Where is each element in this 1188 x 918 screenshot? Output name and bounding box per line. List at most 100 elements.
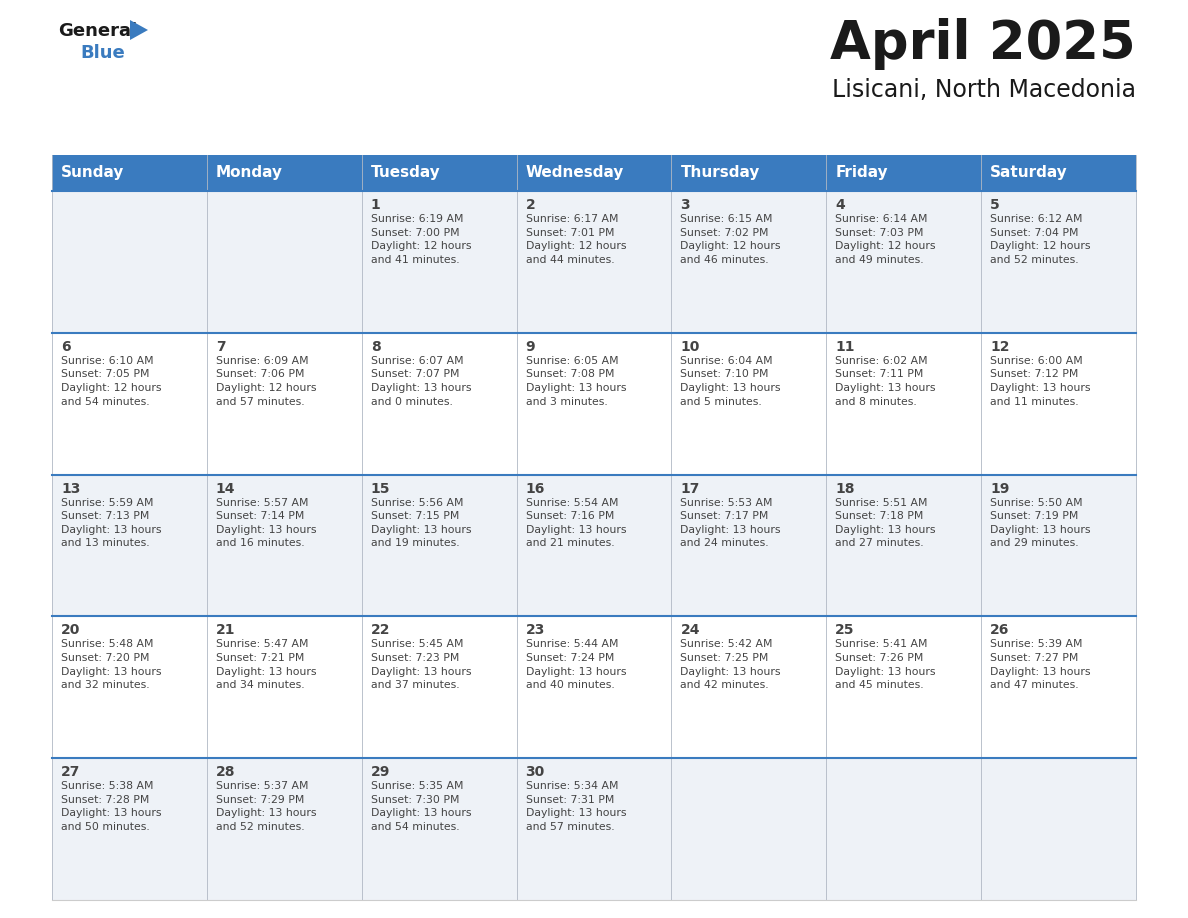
- Text: 6: 6: [61, 340, 70, 353]
- Bar: [827, 191, 981, 333]
- Text: Sunrise: 5:47 AM
Sunset: 7:21 PM
Daylight: 13 hours
and 34 minutes.: Sunrise: 5:47 AM Sunset: 7:21 PM Dayligh…: [216, 640, 316, 690]
- Text: 10: 10: [681, 340, 700, 353]
- Bar: [52, 191, 207, 333]
- Bar: [517, 191, 671, 333]
- Bar: [981, 616, 1136, 758]
- Text: 21: 21: [216, 623, 235, 637]
- Text: 27: 27: [61, 766, 81, 779]
- Text: Sunday: Sunday: [61, 165, 125, 181]
- Text: Sunrise: 5:56 AM
Sunset: 7:15 PM
Daylight: 13 hours
and 19 minutes.: Sunrise: 5:56 AM Sunset: 7:15 PM Dayligh…: [371, 498, 472, 548]
- Text: Sunrise: 5:54 AM
Sunset: 7:16 PM
Daylight: 13 hours
and 21 minutes.: Sunrise: 5:54 AM Sunset: 7:16 PM Dayligh…: [525, 498, 626, 548]
- Text: Sunrise: 6:02 AM
Sunset: 7:11 PM
Daylight: 13 hours
and 8 minutes.: Sunrise: 6:02 AM Sunset: 7:11 PM Dayligh…: [835, 356, 936, 407]
- Bar: [981, 475, 1136, 616]
- Text: 23: 23: [525, 623, 545, 637]
- Text: April 2025: April 2025: [830, 18, 1136, 70]
- Text: Wednesday: Wednesday: [525, 165, 624, 181]
- Text: Sunrise: 6:17 AM
Sunset: 7:01 PM
Daylight: 12 hours
and 44 minutes.: Sunrise: 6:17 AM Sunset: 7:01 PM Dayligh…: [525, 214, 626, 264]
- Bar: [981, 191, 1136, 333]
- Text: 9: 9: [525, 340, 536, 353]
- Text: Blue: Blue: [80, 44, 125, 62]
- Bar: [827, 333, 981, 475]
- Text: Sunrise: 6:09 AM
Sunset: 7:06 PM
Daylight: 12 hours
and 57 minutes.: Sunrise: 6:09 AM Sunset: 7:06 PM Dayligh…: [216, 356, 316, 407]
- Text: Sunrise: 6:00 AM
Sunset: 7:12 PM
Daylight: 13 hours
and 11 minutes.: Sunrise: 6:00 AM Sunset: 7:12 PM Dayligh…: [990, 356, 1091, 407]
- Text: Tuesday: Tuesday: [371, 165, 441, 181]
- Bar: [827, 616, 981, 758]
- Text: General: General: [58, 22, 137, 40]
- Text: Sunrise: 5:57 AM
Sunset: 7:14 PM
Daylight: 13 hours
and 16 minutes.: Sunrise: 5:57 AM Sunset: 7:14 PM Dayligh…: [216, 498, 316, 548]
- Text: 18: 18: [835, 482, 855, 496]
- Text: 7: 7: [216, 340, 226, 353]
- Bar: [671, 155, 827, 191]
- Bar: [207, 475, 361, 616]
- Text: Sunrise: 5:39 AM
Sunset: 7:27 PM
Daylight: 13 hours
and 47 minutes.: Sunrise: 5:39 AM Sunset: 7:27 PM Dayligh…: [990, 640, 1091, 690]
- Text: 30: 30: [525, 766, 545, 779]
- Bar: [827, 155, 981, 191]
- Bar: [52, 758, 207, 900]
- Text: 24: 24: [681, 623, 700, 637]
- Text: 20: 20: [61, 623, 81, 637]
- Bar: [52, 333, 207, 475]
- Bar: [207, 191, 361, 333]
- Text: Sunrise: 5:44 AM
Sunset: 7:24 PM
Daylight: 13 hours
and 40 minutes.: Sunrise: 5:44 AM Sunset: 7:24 PM Dayligh…: [525, 640, 626, 690]
- Text: Sunrise: 6:07 AM
Sunset: 7:07 PM
Daylight: 13 hours
and 0 minutes.: Sunrise: 6:07 AM Sunset: 7:07 PM Dayligh…: [371, 356, 472, 407]
- Bar: [207, 758, 361, 900]
- Text: Sunrise: 5:45 AM
Sunset: 7:23 PM
Daylight: 13 hours
and 37 minutes.: Sunrise: 5:45 AM Sunset: 7:23 PM Dayligh…: [371, 640, 472, 690]
- Text: Sunrise: 5:59 AM
Sunset: 7:13 PM
Daylight: 13 hours
and 13 minutes.: Sunrise: 5:59 AM Sunset: 7:13 PM Dayligh…: [61, 498, 162, 548]
- Bar: [361, 616, 517, 758]
- Bar: [517, 758, 671, 900]
- Text: 8: 8: [371, 340, 380, 353]
- Text: Lisicani, North Macedonia: Lisicani, North Macedonia: [832, 78, 1136, 102]
- Bar: [517, 475, 671, 616]
- Text: Sunrise: 5:53 AM
Sunset: 7:17 PM
Daylight: 13 hours
and 24 minutes.: Sunrise: 5:53 AM Sunset: 7:17 PM Dayligh…: [681, 498, 781, 548]
- Bar: [361, 191, 517, 333]
- Text: Sunrise: 6:19 AM
Sunset: 7:00 PM
Daylight: 12 hours
and 41 minutes.: Sunrise: 6:19 AM Sunset: 7:00 PM Dayligh…: [371, 214, 472, 264]
- Bar: [52, 155, 207, 191]
- Text: Sunrise: 6:14 AM
Sunset: 7:03 PM
Daylight: 12 hours
and 49 minutes.: Sunrise: 6:14 AM Sunset: 7:03 PM Dayligh…: [835, 214, 936, 264]
- Text: Sunrise: 5:38 AM
Sunset: 7:28 PM
Daylight: 13 hours
and 50 minutes.: Sunrise: 5:38 AM Sunset: 7:28 PM Dayligh…: [61, 781, 162, 832]
- Text: Sunrise: 6:04 AM
Sunset: 7:10 PM
Daylight: 13 hours
and 5 minutes.: Sunrise: 6:04 AM Sunset: 7:10 PM Dayligh…: [681, 356, 781, 407]
- Bar: [517, 333, 671, 475]
- Bar: [207, 333, 361, 475]
- Bar: [207, 155, 361, 191]
- Bar: [361, 333, 517, 475]
- Text: Thursday: Thursday: [681, 165, 760, 181]
- Text: 14: 14: [216, 482, 235, 496]
- Text: 5: 5: [990, 198, 1000, 212]
- Text: Sunrise: 5:35 AM
Sunset: 7:30 PM
Daylight: 13 hours
and 54 minutes.: Sunrise: 5:35 AM Sunset: 7:30 PM Dayligh…: [371, 781, 472, 832]
- Bar: [517, 616, 671, 758]
- Text: 2: 2: [525, 198, 536, 212]
- Text: 25: 25: [835, 623, 855, 637]
- Bar: [671, 475, 827, 616]
- Bar: [981, 155, 1136, 191]
- Text: Sunrise: 5:42 AM
Sunset: 7:25 PM
Daylight: 13 hours
and 42 minutes.: Sunrise: 5:42 AM Sunset: 7:25 PM Dayligh…: [681, 640, 781, 690]
- Text: 11: 11: [835, 340, 855, 353]
- Bar: [361, 475, 517, 616]
- Text: 26: 26: [990, 623, 1010, 637]
- Text: 15: 15: [371, 482, 390, 496]
- Text: Sunrise: 6:12 AM
Sunset: 7:04 PM
Daylight: 12 hours
and 52 minutes.: Sunrise: 6:12 AM Sunset: 7:04 PM Dayligh…: [990, 214, 1091, 264]
- Text: 4: 4: [835, 198, 845, 212]
- Bar: [361, 155, 517, 191]
- Text: 29: 29: [371, 766, 390, 779]
- Bar: [827, 475, 981, 616]
- Text: Friday: Friday: [835, 165, 887, 181]
- Text: Sunrise: 6:15 AM
Sunset: 7:02 PM
Daylight: 12 hours
and 46 minutes.: Sunrise: 6:15 AM Sunset: 7:02 PM Dayligh…: [681, 214, 781, 264]
- Text: Sunrise: 6:05 AM
Sunset: 7:08 PM
Daylight: 13 hours
and 3 minutes.: Sunrise: 6:05 AM Sunset: 7:08 PM Dayligh…: [525, 356, 626, 407]
- Text: Sunrise: 5:50 AM
Sunset: 7:19 PM
Daylight: 13 hours
and 29 minutes.: Sunrise: 5:50 AM Sunset: 7:19 PM Dayligh…: [990, 498, 1091, 548]
- Text: 13: 13: [61, 482, 81, 496]
- Text: Sunrise: 5:48 AM
Sunset: 7:20 PM
Daylight: 13 hours
and 32 minutes.: Sunrise: 5:48 AM Sunset: 7:20 PM Dayligh…: [61, 640, 162, 690]
- Bar: [361, 758, 517, 900]
- Text: 16: 16: [525, 482, 545, 496]
- Text: 17: 17: [681, 482, 700, 496]
- Text: Monday: Monday: [216, 165, 283, 181]
- Polygon shape: [129, 20, 148, 40]
- Bar: [671, 191, 827, 333]
- Bar: [52, 616, 207, 758]
- Bar: [981, 758, 1136, 900]
- Bar: [827, 758, 981, 900]
- Text: 19: 19: [990, 482, 1010, 496]
- Text: Sunrise: 6:10 AM
Sunset: 7:05 PM
Daylight: 12 hours
and 54 minutes.: Sunrise: 6:10 AM Sunset: 7:05 PM Dayligh…: [61, 356, 162, 407]
- Text: Sunrise: 5:34 AM
Sunset: 7:31 PM
Daylight: 13 hours
and 57 minutes.: Sunrise: 5:34 AM Sunset: 7:31 PM Dayligh…: [525, 781, 626, 832]
- Text: 3: 3: [681, 198, 690, 212]
- Text: 1: 1: [371, 198, 380, 212]
